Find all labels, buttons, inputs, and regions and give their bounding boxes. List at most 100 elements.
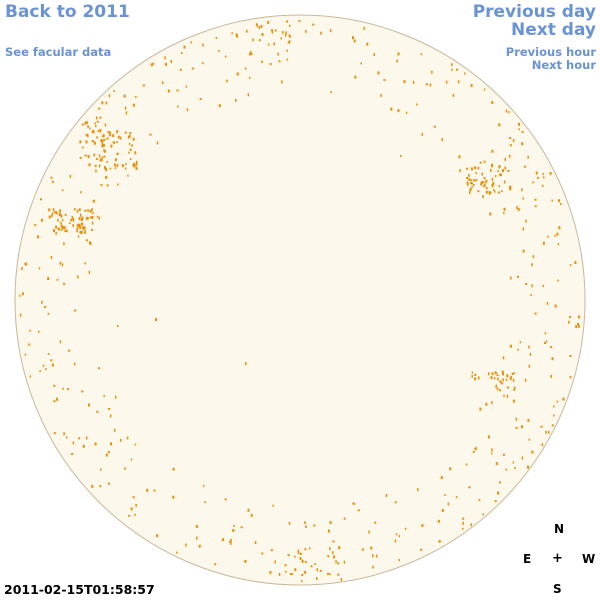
- next-hour-link[interactable]: Next hour: [531, 58, 596, 72]
- facula-mark: [470, 523, 472, 527]
- facula-mark: [150, 63, 153, 67]
- facula-mark: [79, 230, 81, 234]
- facula-mark: [483, 177, 486, 180]
- facula-mark: [128, 142, 131, 145]
- facula-mark: [397, 52, 400, 56]
- facula-mark: [76, 224, 79, 228]
- facula-mark: [85, 216, 88, 220]
- compass-east-label: E: [523, 552, 532, 566]
- facula-mark: [390, 107, 393, 111]
- facula-mark: [558, 226, 561, 230]
- facula-mark: [186, 108, 189, 112]
- facula-mark: [230, 538, 232, 542]
- facula-mark: [332, 540, 335, 543]
- facula-mark: [536, 176, 539, 179]
- facula-mark: [100, 139, 102, 142]
- facula-mark: [499, 380, 502, 383]
- facula-mark: [329, 573, 331, 576]
- facula-mark: [93, 153, 95, 157]
- facula-mark: [438, 539, 441, 543]
- facula-mark: [282, 30, 284, 34]
- facula-mark: [557, 279, 559, 282]
- facula-mark: [483, 88, 486, 91]
- facula-mark: [261, 552, 264, 555]
- facula-mark: [125, 111, 128, 115]
- facula-mark: [82, 146, 84, 149]
- facula-mark: [99, 485, 102, 488]
- facula-mark: [89, 216, 92, 219]
- facula-mark: [354, 75, 357, 79]
- facula-mark: [153, 489, 156, 492]
- facula-mark: [116, 153, 118, 156]
- facula-mark: [510, 375, 513, 378]
- facula-mark: [499, 173, 502, 177]
- facula-mark: [107, 451, 110, 454]
- facula-mark: [558, 199, 561, 203]
- facula-mark: [503, 394, 505, 397]
- facula-mark: [549, 172, 551, 175]
- facula-mark: [532, 255, 535, 259]
- facula-mark: [372, 554, 374, 558]
- facula-mark: [495, 385, 497, 388]
- facula-mark: [294, 555, 296, 558]
- facula-mark: [185, 85, 188, 88]
- back-to-year-link[interactable]: Back to 2011: [5, 2, 130, 22]
- facula-mark: [499, 389, 502, 392]
- facula-mark: [114, 167, 117, 170]
- facula-mark: [85, 436, 88, 440]
- facula-mark: [556, 232, 559, 236]
- facula-mark: [98, 216, 100, 220]
- facula-mark: [546, 301, 549, 305]
- facula-mark: [179, 68, 182, 71]
- facula-mark: [492, 182, 495, 185]
- facula-mark: [417, 488, 419, 492]
- facula-mark: [304, 521, 306, 525]
- facula-mark: [281, 80, 283, 84]
- see-facular-data-link[interactable]: See facular data: [5, 45, 112, 59]
- facula-mark: [469, 190, 471, 194]
- facula-mark: [56, 278, 59, 281]
- facula-mark: [494, 175, 497, 178]
- facula-mark: [37, 235, 40, 239]
- facula-mark: [519, 341, 522, 344]
- facula-mark: [245, 362, 247, 365]
- facula-mark: [100, 468, 102, 471]
- facula-mark: [183, 45, 186, 49]
- facula-mark: [73, 208, 76, 211]
- facula-mark: [53, 211, 56, 214]
- facula-mark: [77, 275, 79, 279]
- facula-mark: [332, 551, 334, 555]
- facula-mark: [94, 442, 97, 446]
- facula-mark: [106, 137, 109, 140]
- faculae-layer: [19, 19, 581, 582]
- facula-mark: [290, 573, 293, 575]
- facula-mark: [482, 195, 484, 198]
- previous-day-link[interactable]: Previous day: [472, 2, 596, 22]
- previous-hour-link[interactable]: Previous hour: [505, 45, 596, 59]
- facula-mark: [81, 218, 83, 222]
- facula-mark: [301, 573, 304, 576]
- facula-mark: [101, 144, 104, 148]
- facula-mark: [560, 203, 562, 205]
- facula-mark: [202, 62, 204, 65]
- facula-mark: [337, 573, 340, 576]
- facula-mark: [117, 325, 119, 327]
- next-day-link[interactable]: Next day: [511, 20, 596, 40]
- facula-mark: [394, 501, 397, 504]
- facula-mark: [267, 20, 270, 24]
- facula-mark: [95, 125, 97, 128]
- facula-mark: [74, 309, 77, 312]
- facula-mark: [441, 508, 444, 512]
- facula-mark: [233, 524, 235, 527]
- facula-mark: [180, 52, 183, 54]
- facula-mark: [93, 199, 95, 203]
- facula-mark: [81, 216, 84, 219]
- facula-mark: [330, 91, 332, 94]
- facula-mark: [340, 578, 343, 582]
- facula-mark: [91, 131, 94, 134]
- facula-mark: [502, 356, 505, 360]
- facula-mark: [521, 142, 524, 146]
- facula-mark: [71, 453, 74, 455]
- facula-mark: [69, 174, 72, 178]
- facula-mark: [445, 80, 448, 84]
